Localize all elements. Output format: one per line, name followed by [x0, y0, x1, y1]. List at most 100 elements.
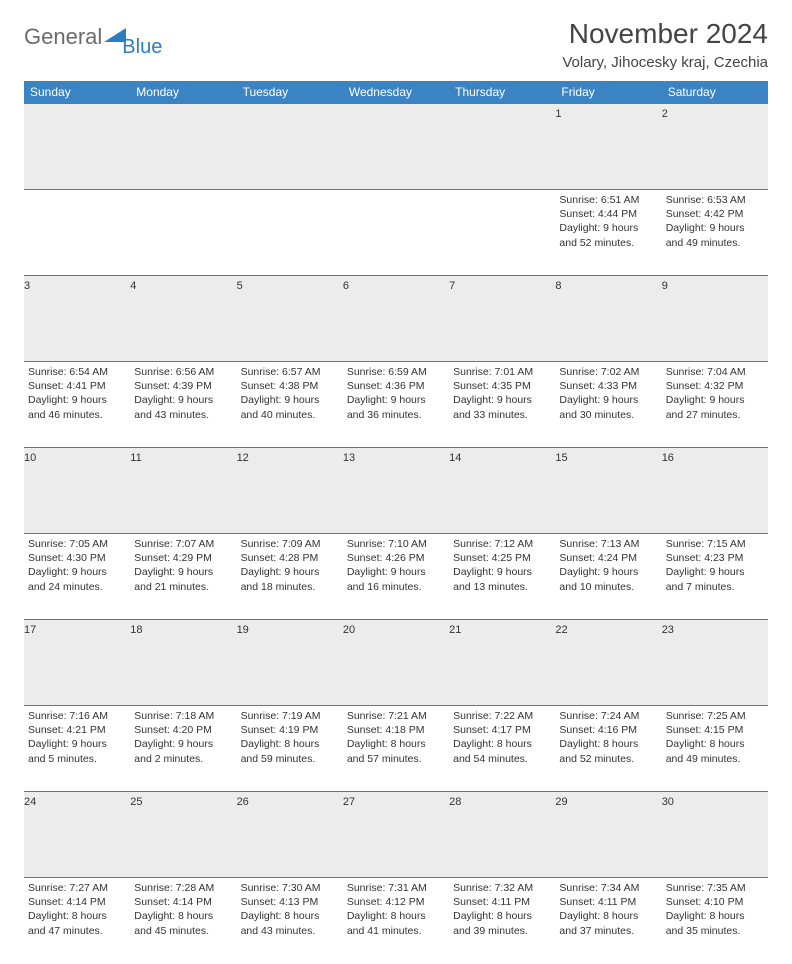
day-cell	[343, 190, 449, 276]
day-cell: Sunrise: 7:34 AMSunset: 4:11 PMDaylight:…	[555, 878, 661, 964]
day-number-cell	[130, 104, 236, 190]
day-number-cell: 5	[237, 276, 343, 362]
day-details: Sunrise: 7:35 AMSunset: 4:10 PMDaylight:…	[662, 878, 768, 942]
day-number: 14	[449, 452, 461, 464]
day-number-row: 12	[24, 104, 768, 190]
day-number: 4	[130, 280, 136, 292]
day-cell: Sunrise: 7:13 AMSunset: 4:24 PMDaylight:…	[555, 534, 661, 620]
day-details: Sunrise: 7:10 AMSunset: 4:26 PMDaylight:…	[343, 534, 449, 598]
day-details: Sunrise: 7:16 AMSunset: 4:21 PMDaylight:…	[24, 706, 130, 770]
day-number-row: 17181920212223	[24, 620, 768, 706]
day-number-cell: 27	[343, 792, 449, 878]
page-header: General Blue November 2024 Volary, Jihoc…	[24, 18, 768, 71]
day-cell: Sunrise: 7:24 AMSunset: 4:16 PMDaylight:…	[555, 706, 661, 792]
day-details: Sunrise: 7:31 AMSunset: 4:12 PMDaylight:…	[343, 878, 449, 942]
day-cell: Sunrise: 7:04 AMSunset: 4:32 PMDaylight:…	[662, 362, 768, 448]
weekday-header: Wednesday	[343, 81, 449, 104]
day-cell: Sunrise: 7:32 AMSunset: 4:11 PMDaylight:…	[449, 878, 555, 964]
day-number: 9	[662, 280, 668, 292]
weekday-header: Sunday	[24, 81, 130, 104]
day-cell	[449, 190, 555, 276]
day-number-cell: 6	[343, 276, 449, 362]
day-number-cell	[343, 104, 449, 190]
day-number: 21	[449, 624, 461, 636]
weekday-header-row: SundayMondayTuesdayWednesdayThursdayFrid…	[24, 81, 768, 104]
day-details-row: Sunrise: 7:27 AMSunset: 4:14 PMDaylight:…	[24, 878, 768, 964]
day-number: 7	[449, 280, 455, 292]
day-number-cell	[237, 104, 343, 190]
day-details-row: Sunrise: 7:05 AMSunset: 4:30 PMDaylight:…	[24, 534, 768, 620]
day-cell: Sunrise: 6:57 AMSunset: 4:38 PMDaylight:…	[237, 362, 343, 448]
weekday-header: Friday	[555, 81, 661, 104]
day-number-cell: 15	[555, 448, 661, 534]
day-cell: Sunrise: 7:19 AMSunset: 4:19 PMDaylight:…	[237, 706, 343, 792]
day-cell: Sunrise: 7:10 AMSunset: 4:26 PMDaylight:…	[343, 534, 449, 620]
day-number: 26	[237, 796, 249, 808]
day-cell	[24, 190, 130, 276]
day-number-cell: 16	[662, 448, 768, 534]
day-number-cell: 14	[449, 448, 555, 534]
day-cell: Sunrise: 7:31 AMSunset: 4:12 PMDaylight:…	[343, 878, 449, 964]
day-cell: Sunrise: 6:51 AMSunset: 4:44 PMDaylight:…	[555, 190, 661, 276]
day-details: Sunrise: 7:28 AMSunset: 4:14 PMDaylight:…	[130, 878, 236, 942]
day-cell: Sunrise: 7:15 AMSunset: 4:23 PMDaylight:…	[662, 534, 768, 620]
day-cell: Sunrise: 7:35 AMSunset: 4:10 PMDaylight:…	[662, 878, 768, 964]
day-cell: Sunrise: 6:56 AMSunset: 4:39 PMDaylight:…	[130, 362, 236, 448]
day-number: 24	[24, 796, 36, 808]
day-number: 10	[24, 452, 36, 464]
day-number-cell: 20	[343, 620, 449, 706]
day-number-cell: 3	[24, 276, 130, 362]
day-number-cell: 24	[24, 792, 130, 878]
day-details: Sunrise: 6:56 AMSunset: 4:39 PMDaylight:…	[130, 362, 236, 426]
day-details: Sunrise: 7:24 AMSunset: 4:16 PMDaylight:…	[555, 706, 661, 770]
day-number: 29	[555, 796, 567, 808]
day-number-cell: 9	[662, 276, 768, 362]
day-details: Sunrise: 7:25 AMSunset: 4:15 PMDaylight:…	[662, 706, 768, 770]
day-number-cell: 17	[24, 620, 130, 706]
location-subtitle: Volary, Jihocesky kraj, Czechia	[562, 54, 768, 71]
day-number: 13	[343, 452, 355, 464]
day-number: 18	[130, 624, 142, 636]
day-details-row: Sunrise: 6:54 AMSunset: 4:41 PMDaylight:…	[24, 362, 768, 448]
day-number: 25	[130, 796, 142, 808]
day-cell: Sunrise: 7:02 AMSunset: 4:33 PMDaylight:…	[555, 362, 661, 448]
day-cell: Sunrise: 6:53 AMSunset: 4:42 PMDaylight:…	[662, 190, 768, 276]
day-details: Sunrise: 7:19 AMSunset: 4:19 PMDaylight:…	[237, 706, 343, 770]
day-number-cell: 25	[130, 792, 236, 878]
day-details-row: Sunrise: 7:16 AMSunset: 4:21 PMDaylight:…	[24, 706, 768, 792]
day-details: Sunrise: 7:04 AMSunset: 4:32 PMDaylight:…	[662, 362, 768, 426]
day-cell: Sunrise: 7:12 AMSunset: 4:25 PMDaylight:…	[449, 534, 555, 620]
day-number-cell: 12	[237, 448, 343, 534]
day-number-cell: 21	[449, 620, 555, 706]
day-details: Sunrise: 7:27 AMSunset: 4:14 PMDaylight:…	[24, 878, 130, 942]
month-title: November 2024	[562, 18, 768, 50]
day-cell	[237, 190, 343, 276]
day-details: Sunrise: 7:30 AMSunset: 4:13 PMDaylight:…	[237, 878, 343, 942]
day-number: 28	[449, 796, 461, 808]
day-number-cell: 19	[237, 620, 343, 706]
day-details: Sunrise: 6:59 AMSunset: 4:36 PMDaylight:…	[343, 362, 449, 426]
day-details: Sunrise: 6:51 AMSunset: 4:44 PMDaylight:…	[555, 190, 661, 254]
day-number: 20	[343, 624, 355, 636]
day-details: Sunrise: 7:05 AMSunset: 4:30 PMDaylight:…	[24, 534, 130, 598]
day-number-cell: 10	[24, 448, 130, 534]
day-number-cell: 22	[555, 620, 661, 706]
day-details: Sunrise: 7:02 AMSunset: 4:33 PMDaylight:…	[555, 362, 661, 426]
day-details: Sunrise: 6:54 AMSunset: 4:41 PMDaylight:…	[24, 362, 130, 426]
day-number-cell: 26	[237, 792, 343, 878]
day-number: 17	[24, 624, 36, 636]
day-number-cell: 30	[662, 792, 768, 878]
calendar-table: SundayMondayTuesdayWednesdayThursdayFrid…	[24, 81, 768, 964]
day-number: 30	[662, 796, 674, 808]
day-number: 12	[237, 452, 249, 464]
day-details: Sunrise: 7:09 AMSunset: 4:28 PMDaylight:…	[237, 534, 343, 598]
day-number-cell: 29	[555, 792, 661, 878]
day-number: 5	[237, 280, 243, 292]
day-number: 15	[555, 452, 567, 464]
day-number-cell: 28	[449, 792, 555, 878]
day-details-row: Sunrise: 6:51 AMSunset: 4:44 PMDaylight:…	[24, 190, 768, 276]
day-number-cell: 11	[130, 448, 236, 534]
day-number-cell	[449, 104, 555, 190]
day-details: Sunrise: 7:13 AMSunset: 4:24 PMDaylight:…	[555, 534, 661, 598]
day-details: Sunrise: 7:22 AMSunset: 4:17 PMDaylight:…	[449, 706, 555, 770]
